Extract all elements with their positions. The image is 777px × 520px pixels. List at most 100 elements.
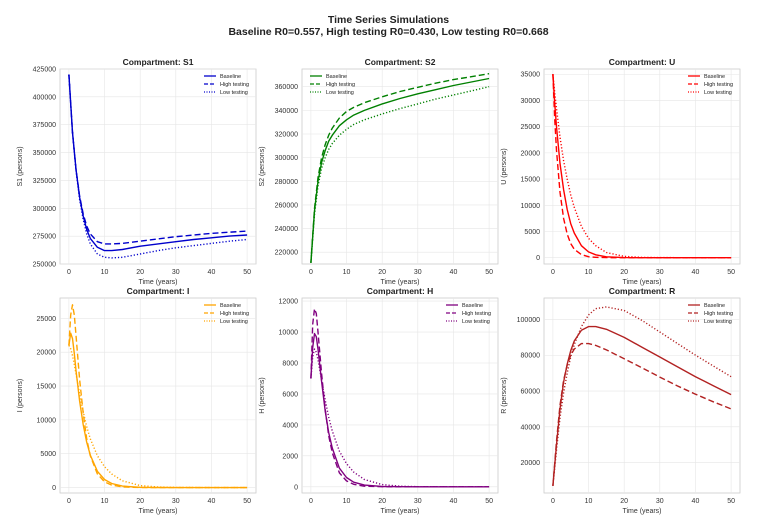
series-line-high-testing <box>552 342 732 486</box>
y-tick-label: 12000 <box>279 299 299 306</box>
y-tick-label: 360000 <box>275 84 298 91</box>
y-tick-label: 425000 <box>33 67 56 74</box>
y-tick-label: 15000 <box>521 177 541 184</box>
series-line-high-testing <box>310 308 490 488</box>
y-tick-label: 20000 <box>521 150 541 157</box>
y-tick-label: 350000 <box>33 150 56 157</box>
chart-panel-1: 0 10 20 30 40 50 250000 275000 300000 325000 35000… <box>17 57 257 286</box>
y-axis-label: S1 (persons) <box>17 146 24 186</box>
x-tick-label: 0 <box>551 498 555 505</box>
y-tick-label: 20000 <box>37 350 57 357</box>
y-tick-label: 300000 <box>275 155 298 162</box>
legend-label: Baseline <box>462 303 483 309</box>
y-tick-label: 80000 <box>521 353 541 360</box>
x-tick-label: 0 <box>67 498 71 505</box>
plot-area <box>301 68 499 265</box>
chart-title: Compartment: I <box>127 286 190 296</box>
y-tick-label: 375000 <box>33 122 56 129</box>
y-axis-label: S2 (persons) <box>259 146 266 186</box>
series-line-baseline <box>310 332 490 488</box>
x-tick-label: 40 <box>692 498 700 505</box>
series-line-low-testing <box>68 345 248 489</box>
y-tick-label: 25000 <box>37 316 57 323</box>
x-tick-label: 30 <box>656 498 664 505</box>
y-tick-label: 275000 <box>33 234 56 241</box>
x-tick-label: 20 <box>620 269 628 276</box>
chart-title: Compartment: S2 <box>365 57 436 67</box>
x-tick-label: 30 <box>414 269 422 276</box>
legend-label: Low testing <box>704 90 732 96</box>
y-tick-label: 8000 <box>282 361 298 368</box>
y-tick-label: 250000 <box>33 262 56 269</box>
y-axis-label: I (persons) <box>17 379 24 412</box>
plot-area <box>543 68 741 265</box>
legend-label: Baseline <box>704 303 725 309</box>
x-tick-label: 0 <box>67 269 71 276</box>
chart-title: Compartment: H <box>367 286 434 296</box>
x-tick-label: 30 <box>414 498 422 505</box>
x-tick-label: 10 <box>343 498 351 505</box>
x-tick-label: 10 <box>101 269 109 276</box>
x-tick-label: 10 <box>101 498 109 505</box>
x-tick-label: 20 <box>378 498 386 505</box>
plot-area <box>59 297 257 494</box>
y-tick-label: 10000 <box>279 330 299 337</box>
y-tick-label: 5000 <box>524 229 540 236</box>
y-tick-label: 320000 <box>275 132 298 139</box>
x-tick-label: 40 <box>208 269 216 276</box>
y-tick-label: 35000 <box>521 72 541 79</box>
y-tick-label: 0 <box>536 255 540 262</box>
x-tick-label: 0 <box>551 269 555 276</box>
x-axis-label: Time (years) <box>138 279 177 286</box>
legend-label: High testing <box>704 82 733 88</box>
series-line-low-testing <box>310 348 490 488</box>
x-tick-label: 10 <box>585 498 593 505</box>
y-tick-label: 60000 <box>521 389 541 396</box>
x-axis-label: Time (years) <box>622 279 661 286</box>
x-tick-label: 0 <box>309 269 313 276</box>
plot-area <box>543 297 741 494</box>
x-axis-label: Time (years) <box>380 279 419 286</box>
y-axis-label: U (persons) <box>501 148 508 185</box>
legend-label: Baseline <box>220 74 241 80</box>
y-tick-label: 220000 <box>275 250 298 257</box>
y-tick-label: 240000 <box>275 226 298 233</box>
x-tick-label: 0 <box>309 498 313 505</box>
chart-title: Compartment: S1 <box>123 57 194 67</box>
x-tick-label: 20 <box>620 498 628 505</box>
figure-subtitle: Baseline R0=0.557, High testing R0=0.430… <box>228 26 549 38</box>
y-tick-label: 0 <box>294 484 298 491</box>
chart-panel-6: 0 10 20 30 40 50 20000 40000 60000 80000 100000 Com… <box>501 286 741 515</box>
legend-label: Low testing <box>326 90 354 96</box>
chart-panel-5: 0 10 20 30 40 50 0 2000 4000 6000 8000 10000 12000 Co… <box>259 286 499 515</box>
y-tick-label: 15000 <box>37 384 57 391</box>
y-axis-label: R (persons) <box>501 377 508 414</box>
y-tick-label: 100000 <box>517 317 540 324</box>
x-tick-label: 50 <box>243 498 251 505</box>
y-tick-label: 0 <box>52 485 56 492</box>
plot-area <box>301 297 499 494</box>
series-line-baseline <box>310 77 490 263</box>
x-tick-label: 50 <box>727 269 735 276</box>
x-axis-label: Time (years) <box>138 508 177 515</box>
series-line-low-testing <box>552 74 732 259</box>
series-line-low-testing <box>310 86 490 263</box>
x-tick-label: 40 <box>208 498 216 505</box>
x-axis-label: Time (years) <box>622 508 661 515</box>
y-tick-label: 300000 <box>33 206 56 213</box>
legend-label: High testing <box>220 311 249 317</box>
y-tick-label: 40000 <box>521 424 541 431</box>
y-tick-label: 400000 <box>33 94 56 101</box>
y-tick-label: 10000 <box>37 417 57 424</box>
series-line-high-testing <box>68 74 248 245</box>
y-tick-label: 325000 <box>33 178 56 185</box>
x-tick-label: 20 <box>378 269 386 276</box>
y-tick-label: 30000 <box>521 98 541 105</box>
series-line-high-testing <box>310 73 490 263</box>
legend-label: Baseline <box>326 74 347 80</box>
y-tick-label: 25000 <box>521 124 541 131</box>
x-tick-label: 20 <box>136 269 144 276</box>
legend-label: High testing <box>326 82 355 88</box>
